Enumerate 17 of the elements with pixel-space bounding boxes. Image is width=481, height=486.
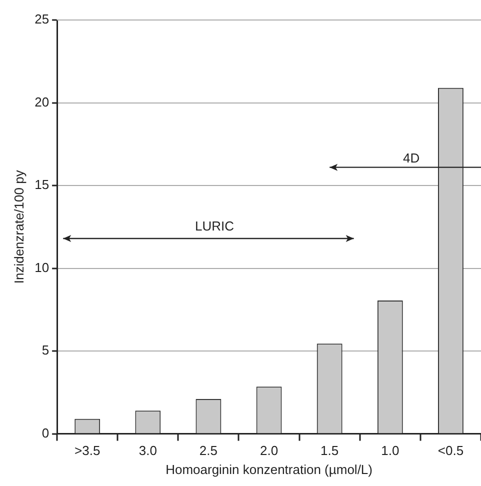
x-tick-label: 1.0 — [381, 443, 400, 458]
y-tick-label: 25 — [34, 12, 50, 27]
x-tick-label: 3.0 — [138, 443, 157, 458]
y-tick-label: 20 — [34, 94, 50, 110]
y-tick-label: 10 — [34, 260, 50, 275]
annotation: 4D — [403, 150, 420, 166]
x-axis-title: Homoarginin konzentration (µmol/L) — [166, 462, 372, 477]
y-tick-label: 5 — [42, 342, 50, 358]
x-tick-label: 2.0 — [260, 443, 278, 458]
x-tick-label: <0.5 — [438, 443, 464, 458]
y-tick-label: 0 — [42, 425, 50, 440]
annotation: LURIC — [195, 218, 234, 234]
x-tick-label: 1.5 — [320, 443, 339, 458]
y-tick-label: 15 — [34, 177, 50, 192]
x-tick-label: 2.5 — [199, 443, 218, 458]
y-axis-title: Inzidenzrate/100 py — [11, 170, 26, 284]
x-tick-label: >3.5 — [74, 443, 100, 458]
